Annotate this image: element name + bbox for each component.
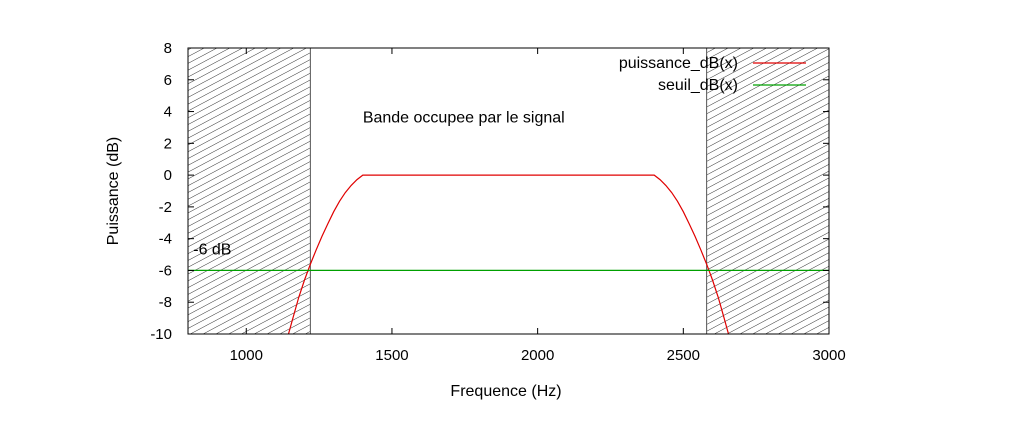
y-tick-label: 4	[164, 104, 172, 121]
y-tick-label: 6	[164, 72, 172, 89]
y-tick-label: -10	[150, 326, 172, 343]
x-axis-title: Frequence (Hz)	[450, 383, 561, 400]
y-tick-label: -2	[159, 199, 172, 216]
shaded-regions	[188, 48, 829, 334]
y-tick-label: 2	[164, 135, 172, 152]
series-layer	[188, 174, 829, 334]
plot-frame	[187, 47, 830, 335]
legend-label-2: seuil_dB(x)	[658, 77, 738, 94]
x-tick-label: 1500	[375, 347, 408, 364]
x-tick-label: 2500	[667, 347, 700, 364]
x-tick-label: 3000	[812, 347, 845, 364]
legend-label-1: puissance_dB(x)	[619, 55, 738, 72]
y-tick-label: -4	[159, 231, 172, 248]
shaded-region-2	[706, 48, 829, 334]
x-tick-label: 1000	[230, 347, 263, 364]
annotations: Bande occupee par le signal -6 dB	[193, 110, 564, 259]
y-axis-title: Puissance (dB)	[105, 137, 122, 246]
annotation-2: -6 dB	[193, 242, 231, 259]
x-tick-label: 2000	[521, 347, 554, 364]
y-tick-label: -6	[159, 262, 172, 279]
annotation-1: Bande occupee par le signal	[363, 110, 565, 127]
series-line-1	[287, 174, 730, 334]
y-tick-label: 8	[164, 40, 172, 57]
axis-ticks: 1000 1500 2000 2500 3000 8 6 4 2 0 -2 -4 -6 -8 -10	[150, 40, 845, 364]
y-tick-label: 0	[164, 167, 172, 184]
shaded-region-1	[188, 48, 311, 334]
y-tick-label: -8	[159, 294, 172, 311]
legend: puissance_dB(x) seuil_dB(x)	[619, 55, 806, 94]
